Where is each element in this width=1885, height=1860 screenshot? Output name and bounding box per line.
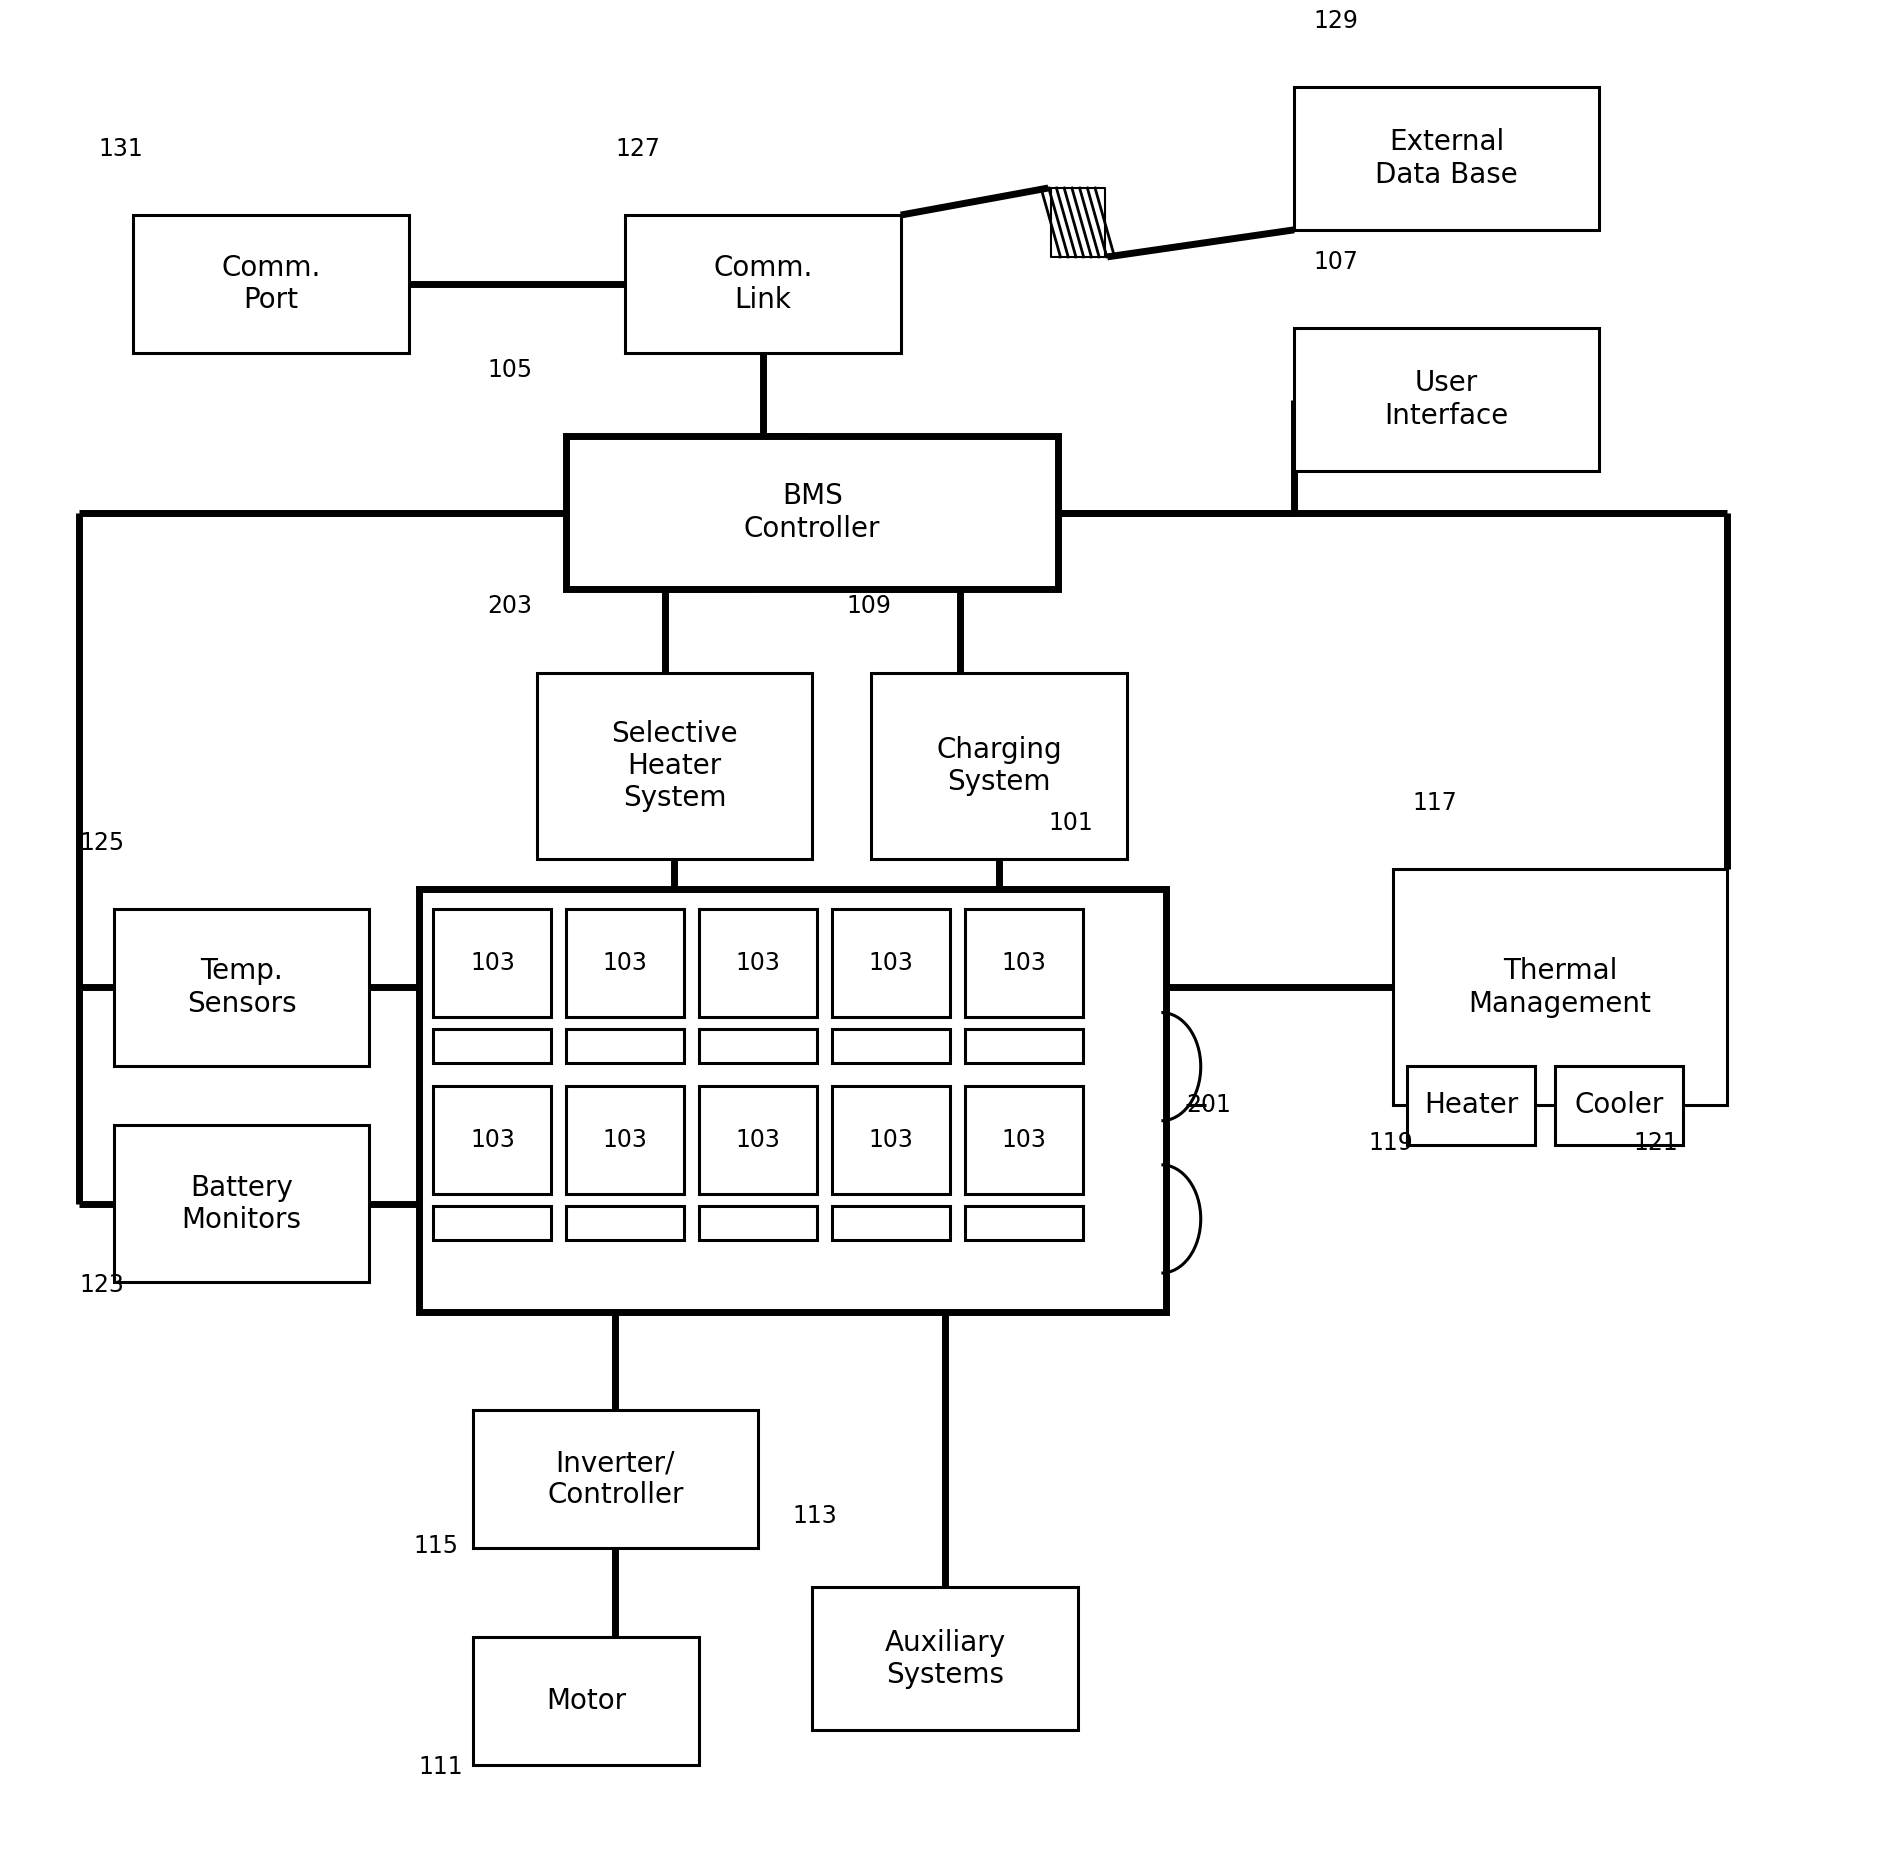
Bar [566, 1086, 684, 1194]
Text: BMS
Controller: BMS Controller [745, 482, 880, 543]
Bar [699, 1029, 816, 1064]
Text: 103: 103 [869, 1127, 914, 1151]
Bar [1295, 327, 1598, 471]
Bar [965, 1029, 1082, 1064]
Text: 117: 117 [1412, 790, 1457, 815]
Text: 113: 113 [792, 1505, 837, 1529]
Bar [699, 1205, 816, 1241]
Text: External
Data Base: External Data Base [1376, 128, 1517, 188]
Text: Charging
System: Charging System [937, 737, 1061, 796]
Bar [434, 1029, 552, 1064]
Bar [1555, 1066, 1683, 1144]
Bar [134, 216, 409, 353]
Bar [434, 910, 552, 1017]
Text: 103: 103 [1001, 1127, 1046, 1151]
Bar [831, 1029, 950, 1064]
Text: 103: 103 [735, 950, 780, 975]
Text: Inverter/
Controller: Inverter/ Controller [547, 1449, 684, 1510]
Text: 131: 131 [98, 138, 143, 162]
Bar [1393, 869, 1727, 1105]
Text: 125: 125 [79, 831, 124, 854]
Bar [871, 673, 1127, 859]
Text: 123: 123 [79, 1274, 124, 1296]
Bar [537, 673, 812, 859]
Text: 127: 127 [615, 138, 660, 162]
Text: Cooler: Cooler [1574, 1092, 1664, 1120]
Bar [113, 1125, 369, 1282]
Text: 111: 111 [418, 1756, 464, 1780]
Text: 203: 203 [488, 595, 532, 618]
Text: 103: 103 [603, 1127, 648, 1151]
Bar [812, 1587, 1078, 1730]
Bar [965, 1086, 1082, 1194]
Text: Comm.
Link: Comm. Link [713, 253, 812, 314]
Bar [626, 216, 901, 353]
Text: Thermal
Management: Thermal Management [1468, 958, 1651, 1017]
Bar [699, 1086, 816, 1194]
Bar [566, 1205, 684, 1241]
Text: 103: 103 [869, 950, 914, 975]
Text: 103: 103 [1001, 950, 1046, 975]
Bar [418, 889, 1167, 1311]
Text: Heater: Heater [1425, 1092, 1519, 1120]
Bar [566, 1029, 684, 1064]
Bar [473, 1410, 758, 1548]
Text: 107: 107 [1314, 249, 1359, 273]
Text: 115: 115 [413, 1534, 458, 1559]
Bar [965, 910, 1082, 1017]
Text: 121: 121 [1634, 1131, 1678, 1155]
Bar [473, 1637, 699, 1765]
Bar [113, 910, 369, 1066]
Bar [831, 1086, 950, 1194]
Bar [434, 1086, 552, 1194]
Text: Auxiliary
Systems: Auxiliary Systems [884, 1629, 1005, 1689]
Text: 103: 103 [735, 1127, 780, 1151]
Bar [566, 910, 684, 1017]
Bar [831, 910, 950, 1017]
Text: 109: 109 [846, 595, 892, 618]
Bar [1295, 87, 1598, 231]
Bar [965, 1205, 1082, 1241]
Text: Selective
Heater
System: Selective Heater System [611, 720, 737, 813]
Text: 101: 101 [1048, 811, 1093, 835]
Text: 129: 129 [1314, 9, 1359, 33]
Text: Temp.
Sensors: Temp. Sensors [187, 958, 296, 1017]
Text: 103: 103 [603, 950, 648, 975]
Bar [434, 1205, 552, 1241]
Text: Battery
Monitors: Battery Monitors [181, 1174, 302, 1233]
Text: Comm.
Port: Comm. Port [221, 253, 320, 314]
Bar [1408, 1066, 1534, 1144]
Text: 103: 103 [469, 950, 515, 975]
Text: User
Interface: User Interface [1385, 370, 1508, 430]
Text: 119: 119 [1369, 1131, 1412, 1155]
Text: 201: 201 [1186, 1094, 1231, 1118]
Bar [699, 910, 816, 1017]
Bar [831, 1205, 950, 1241]
Text: 103: 103 [469, 1127, 515, 1151]
Text: 105: 105 [488, 359, 533, 383]
Text: Motor: Motor [547, 1687, 626, 1715]
Bar [566, 437, 1057, 590]
